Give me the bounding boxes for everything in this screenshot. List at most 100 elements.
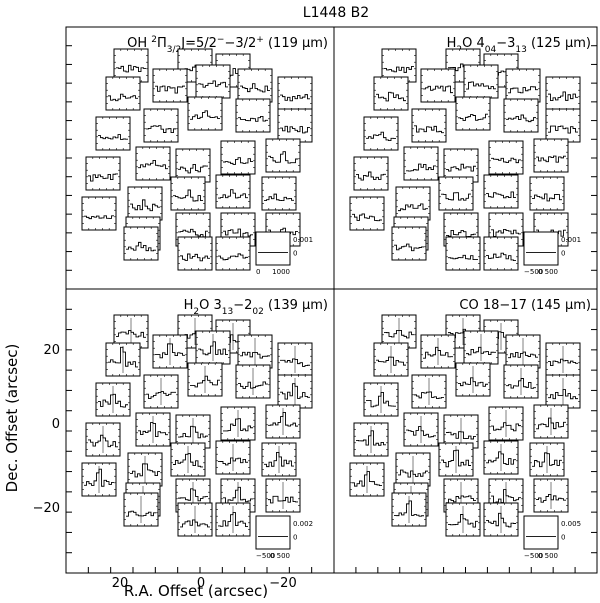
spectrum-box (135, 146, 171, 181)
spectrum-box (391, 226, 427, 261)
scale-y-zero: 0 (561, 533, 565, 541)
spectrum-box (488, 406, 524, 441)
spectrum-box (187, 362, 223, 397)
spectrum-box (529, 176, 565, 211)
spectrum-frame (123, 226, 159, 261)
spectrum-frame (152, 68, 188, 103)
spectrum-box (438, 442, 474, 477)
spectrum-box (187, 96, 223, 131)
spectrum-box (363, 382, 399, 417)
spectrum-box (463, 330, 499, 365)
spectrum-line (116, 64, 146, 73)
spectrum-line (198, 80, 228, 88)
spectrum-frame (445, 236, 481, 271)
spectrum-box (95, 116, 131, 151)
spectrum-line (356, 171, 386, 181)
spectrum-line (458, 113, 488, 121)
spectrum-box (445, 502, 481, 537)
spectrum-line (491, 228, 521, 237)
spectrum-line (508, 86, 538, 94)
spectrum-line (406, 163, 436, 172)
spectrum-line (138, 159, 168, 170)
spectrum-box (265, 138, 301, 173)
scale-frame (255, 231, 291, 266)
scale-x-left: 0 (256, 268, 260, 276)
scale-y-top: 0.001 (561, 236, 581, 244)
spectrum-line (84, 215, 114, 220)
spectrum-box (85, 422, 121, 457)
spectrum-line (394, 243, 424, 252)
spectrum-frame (235, 98, 271, 133)
spectrum-box (411, 374, 447, 409)
spectrum-frame (277, 76, 313, 111)
spectrum-line (264, 193, 294, 202)
spectrum-box (529, 442, 565, 477)
spectrum-line (108, 93, 138, 102)
panel-ticks (66, 308, 313, 573)
spectrum-frame (81, 196, 117, 231)
spectrum-box (215, 440, 251, 475)
spectrum-box (505, 334, 541, 369)
spectrum-frame (391, 226, 427, 261)
panel-title: CO 18−17 (145 μm) (459, 298, 591, 313)
spectrum-box (143, 374, 179, 409)
panel-ticks (591, 45, 597, 271)
spectrum-line (414, 125, 444, 134)
scale-x-right: 0 500 (538, 268, 558, 276)
spectrum-line (218, 189, 248, 199)
spectrum-frame (85, 156, 121, 191)
spectrum-box (127, 186, 163, 221)
spectrum-box (488, 140, 524, 175)
x-tick-label: −20 (269, 576, 296, 591)
spectrum-line (352, 213, 382, 222)
spectrum-box (265, 478, 301, 513)
spectrum-box (237, 334, 273, 369)
spectrum-box (277, 108, 313, 143)
spectrum-line (240, 83, 270, 93)
spectrum-line (268, 151, 298, 164)
spectrum-box (349, 462, 385, 497)
spectrum-box (505, 68, 541, 103)
spectrum-line (491, 157, 521, 164)
x-tick-label: 0 (197, 576, 205, 591)
spectrum-line (448, 254, 478, 261)
spectrum-frame (265, 138, 301, 173)
scale-y-zero: 0 (561, 249, 565, 257)
spectrum-box (503, 98, 539, 133)
spectrum-box (235, 98, 271, 133)
scale-y-top: 0.005 (561, 520, 581, 528)
spectrum-box (105, 342, 141, 377)
spectrum-line (376, 91, 406, 102)
spectrum-frame (373, 76, 409, 111)
spectrum-frame (533, 138, 569, 173)
spectrum-box (545, 76, 581, 111)
spectrum-box (215, 502, 251, 537)
spectrum-line (280, 125, 310, 134)
spectrum-frame (349, 196, 385, 231)
spectrum-box (545, 108, 581, 143)
scale-frame (255, 515, 291, 550)
spectrum-line (180, 253, 210, 262)
spectrum-box (215, 174, 251, 209)
panel-title: OH 2Π3/2J=5/2−−3/2+ (119 μm) (127, 35, 328, 55)
spectrum-line (506, 114, 536, 123)
y-axis-label: Dec. Offset (arcsec) (3, 344, 21, 493)
spectrum-box (152, 68, 188, 103)
spectrum-box (503, 364, 539, 399)
spectrum-frame (95, 116, 131, 151)
spectrum-line (178, 163, 208, 174)
spectrum-box (363, 116, 399, 151)
spectrum-frame (438, 176, 474, 211)
spectrum-box (395, 186, 431, 221)
spectrum-box (391, 492, 427, 527)
spectrum-line (486, 252, 516, 261)
spectrum-box (483, 440, 519, 475)
spectrum-line (238, 115, 268, 122)
y-tick-label: 0 (52, 417, 60, 432)
spectrum-line (98, 134, 128, 140)
scale-frame (523, 231, 559, 266)
spectrum-box (127, 452, 163, 487)
